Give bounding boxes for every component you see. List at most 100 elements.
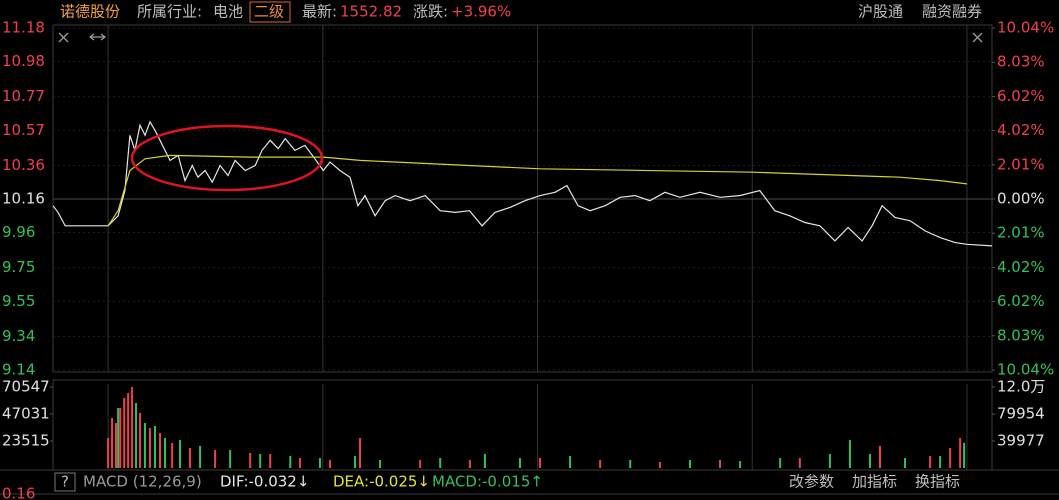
y-tick-label: 9.75 (2, 258, 35, 276)
volume-bar (848, 439, 851, 468)
volume-bar (111, 417, 114, 468)
volume-bar (114, 422, 117, 468)
volume-bar (123, 397, 126, 468)
volume-bar (259, 454, 262, 468)
industry-label: 所属行业: (137, 3, 202, 21)
volume-bar (483, 454, 486, 468)
volume-bar (828, 454, 831, 468)
y-tick-label: 23515 (2, 432, 50, 450)
volume-bar (269, 454, 272, 468)
y-tick-label: 11.18 (2, 19, 45, 37)
volume-bar (868, 454, 871, 468)
level[interactable]: 二级 (254, 3, 284, 21)
y2-tick-label: 0.00% (997, 190, 1045, 208)
volume-bar (949, 448, 952, 468)
y-tick-label: 10.57 (2, 121, 45, 139)
y-tick-label: 10.98 (2, 52, 45, 70)
volume-bar (119, 408, 122, 468)
volume-bar (148, 428, 151, 468)
y-tick-label: 10.36 (2, 156, 45, 174)
y2-tick-label: 12.0万 (997, 378, 1045, 396)
y-tick-label: 9.14 (2, 361, 35, 379)
volume-bar (779, 457, 782, 468)
volume-bar (298, 457, 301, 468)
volume-bar (143, 422, 146, 468)
latest: 1552.82 (340, 3, 402, 21)
y2-tick-label: 10.04% (997, 19, 1054, 37)
volume-bar (963, 442, 966, 468)
macd-value: MACD:-0.015↑ (432, 473, 543, 491)
help-box[interactable] (54, 472, 76, 492)
y-tick-label: 47031 (2, 405, 50, 423)
latest-label: 最新: (302, 3, 337, 21)
volume-bar (189, 448, 192, 468)
change-label: 涨跌: (413, 3, 448, 21)
industry[interactable]: 电池 (213, 3, 243, 21)
icons (58, 32, 983, 43)
volume-bar (318, 457, 321, 468)
macd-name: MACD (12,26,9) (83, 473, 202, 491)
tag[interactable]: 融资融券 (922, 3, 982, 21)
y2-tick-label: 39977 (997, 432, 1045, 450)
volume-bar (199, 445, 202, 468)
macd-scale: 0.16 (2, 485, 35, 500)
volume-bar (878, 445, 881, 468)
y-tick-label: 9.34 (2, 327, 35, 345)
close-icon[interactable] (972, 32, 983, 43)
volume-bar (419, 459, 422, 468)
volume-bar (179, 439, 182, 468)
y2-tick-label: 79954 (997, 405, 1045, 423)
y2-tick-label: 10.04% (997, 361, 1054, 379)
y2-tick-label: 6.02% (997, 87, 1045, 105)
dea: DEA:-0.025↓ (333, 473, 430, 491)
stock-name: 诺德股份 (60, 3, 120, 21)
volume-bar (904, 457, 907, 468)
y-tick-label: 10.16 (2, 190, 45, 208)
close-icon[interactable] (58, 32, 69, 43)
y-tick-label: 70547 (2, 378, 50, 396)
volume-bar (939, 456, 942, 468)
volume-bar (214, 450, 217, 468)
help[interactable]: ? (61, 473, 69, 491)
volume-bar (289, 456, 292, 468)
volume-bar (249, 453, 252, 468)
volume-bar (439, 457, 442, 468)
volume-bar (379, 459, 382, 468)
volume-bar (135, 402, 138, 468)
volume-bar (328, 459, 331, 468)
volume-bar (658, 461, 661, 468)
volume-bar (959, 437, 962, 468)
volume-bar (798, 457, 801, 468)
volume-bar (131, 387, 134, 468)
volume-bar (629, 459, 632, 468)
button[interactable]: 换指标 (915, 473, 960, 491)
button[interactable]: 加指标 (852, 473, 897, 491)
volume-bar (539, 457, 542, 468)
volume-bar (117, 408, 120, 468)
volume-bar (929, 456, 932, 468)
expand-icon[interactable] (88, 33, 107, 41)
change: +3.96% (451, 3, 511, 21)
volume-bar (171, 442, 174, 468)
volume-bar (569, 456, 572, 468)
volume-bar (518, 457, 521, 468)
volume-bar (153, 425, 156, 468)
tag[interactable]: 沪股通 (858, 3, 903, 21)
volume-bar (107, 437, 110, 468)
volume-bar (229, 450, 232, 468)
highlight-ellipse (130, 124, 324, 192)
y-tick-label: 9.96 (2, 223, 35, 241)
y2-tick-label: 8.03% (997, 53, 1045, 71)
volume-bar (354, 456, 357, 468)
volume-bar (739, 460, 742, 468)
button[interactable]: 改参数 (789, 473, 834, 491)
volume-bar (599, 459, 602, 468)
volume-bar (359, 437, 362, 468)
level-box (249, 1, 291, 23)
volume-bar (164, 437, 167, 468)
volume-bar (688, 459, 691, 468)
volume-bar (158, 433, 161, 468)
y2-tick-label: 2.01% (997, 155, 1045, 173)
